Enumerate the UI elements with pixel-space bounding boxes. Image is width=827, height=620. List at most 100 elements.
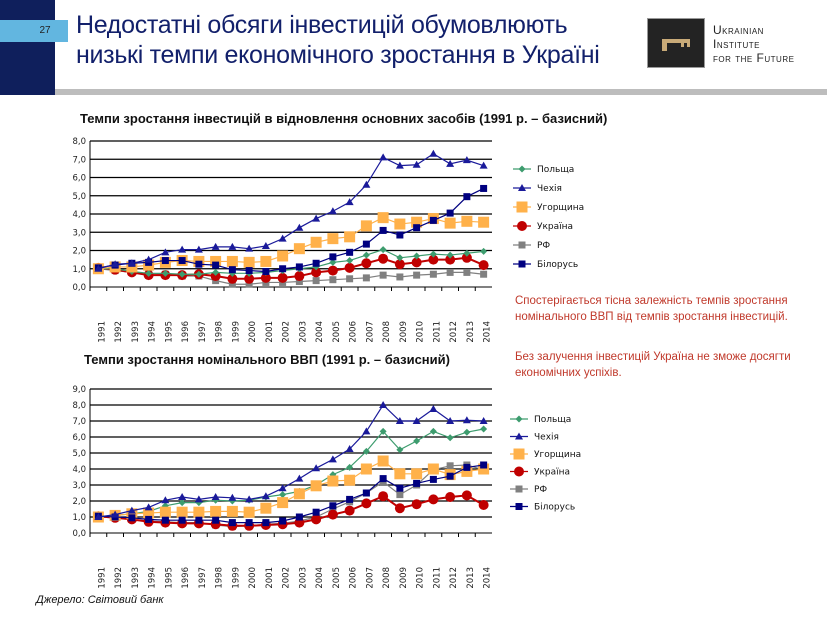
data-point	[143, 507, 155, 519]
x-tick-label: 2013	[466, 321, 476, 343]
x-tick-label: 2008	[382, 321, 392, 343]
data-point	[379, 226, 387, 234]
data-point	[479, 417, 488, 424]
legend-label: Угорщина	[537, 203, 584, 213]
x-tick-label: 1994	[148, 321, 158, 343]
x-tick-label: 2002	[282, 321, 292, 343]
data-point	[379, 153, 388, 161]
y-tick-label: 7,0	[72, 417, 86, 427]
data-point	[429, 149, 438, 157]
data-point	[144, 255, 153, 263]
data-point	[111, 510, 120, 518]
data-point	[362, 240, 370, 248]
data-point	[227, 273, 238, 284]
note-correlation: Спостерігається тісна залежність темпів …	[515, 295, 788, 323]
data-point	[127, 506, 136, 514]
x-tick-label: 1999	[231, 567, 241, 589]
data-point	[327, 509, 338, 520]
legend-marker	[515, 415, 523, 423]
legend-marker	[517, 221, 527, 231]
data-point	[429, 270, 437, 278]
data-point	[278, 234, 287, 242]
data-point	[228, 266, 236, 274]
data-point	[361, 498, 372, 509]
data-point	[195, 516, 203, 524]
data-point	[479, 161, 488, 169]
data-point	[128, 514, 136, 522]
x-tick-label: 1993	[131, 321, 141, 343]
data-point	[445, 492, 456, 502]
data-point	[480, 247, 488, 255]
y-tick-label: 1,0	[72, 265, 86, 275]
data-point	[480, 184, 488, 192]
uif-logo	[647, 18, 705, 68]
x-tick-label: 2012	[449, 567, 459, 589]
data-point	[310, 480, 322, 492]
data-point	[463, 268, 471, 276]
legend-label: Україна	[537, 222, 573, 232]
legend-label: Польща	[534, 415, 571, 425]
data-point	[344, 474, 356, 486]
x-tick-label: 1991	[97, 567, 107, 589]
data-point	[446, 209, 454, 217]
legend-marker	[518, 165, 526, 173]
data-point	[311, 267, 322, 278]
data-point	[346, 463, 354, 471]
x-tick-label: 1994	[148, 567, 158, 589]
y-tick-label: 5,0	[72, 449, 86, 459]
x-tick-label: 2006	[349, 567, 359, 589]
data-point	[260, 255, 272, 267]
chart1-title: Темпи зростання інвестицій в відновлення…	[80, 111, 608, 126]
data-point	[478, 463, 490, 475]
data-point	[396, 491, 404, 499]
legend-label: Чехія	[537, 184, 562, 194]
header-divider	[55, 89, 827, 95]
data-point	[378, 491, 389, 502]
data-point	[329, 502, 337, 510]
legend-marker	[515, 432, 523, 440]
data-point	[212, 516, 220, 524]
x-tick-label: 2010	[416, 321, 426, 343]
data-point	[194, 495, 203, 503]
x-tick-label: 1995	[164, 567, 174, 589]
data-point	[194, 245, 203, 253]
data-point	[463, 193, 471, 201]
data-point	[463, 463, 471, 471]
x-tick-label: 2006	[349, 321, 359, 343]
logo-line-1: Ukrainian	[713, 23, 764, 37]
x-tick-label: 2000	[248, 321, 258, 343]
data-point	[278, 484, 287, 492]
data-point	[311, 514, 322, 525]
y-tick-label: 4,0	[72, 210, 86, 220]
data-point	[327, 475, 339, 487]
data-point	[462, 156, 471, 164]
x-tick-label: 2007	[365, 321, 375, 343]
x-tick-label: 1992	[114, 321, 124, 343]
x-tick-label: 1997	[198, 321, 208, 343]
y-tick-label: 6,0	[72, 433, 86, 443]
x-tick-label: 2011	[432, 567, 442, 589]
data-point	[279, 517, 287, 525]
data-point	[328, 207, 337, 215]
x-tick-label: 1998	[215, 321, 225, 343]
y-tick-label: 8,0	[72, 401, 86, 411]
y-tick-label: 6,0	[72, 174, 86, 184]
x-tick-label: 1997	[198, 567, 208, 589]
series-Білорусь	[94, 184, 488, 275]
data-point	[161, 269, 169, 277]
series-line	[98, 464, 484, 524]
data-point	[329, 253, 337, 261]
legend-marker	[514, 466, 524, 477]
data-point	[396, 231, 404, 239]
data-point	[245, 267, 253, 275]
x-tick-label: 2007	[365, 567, 375, 589]
y-tick-label: 3,0	[72, 228, 86, 238]
x-tick-label: 2005	[332, 321, 342, 343]
data-point	[161, 257, 169, 265]
data-point	[446, 251, 454, 259]
data-point	[145, 515, 153, 523]
data-point	[178, 270, 186, 278]
data-point	[462, 416, 471, 424]
data-point	[394, 503, 405, 514]
data-point	[295, 513, 303, 521]
